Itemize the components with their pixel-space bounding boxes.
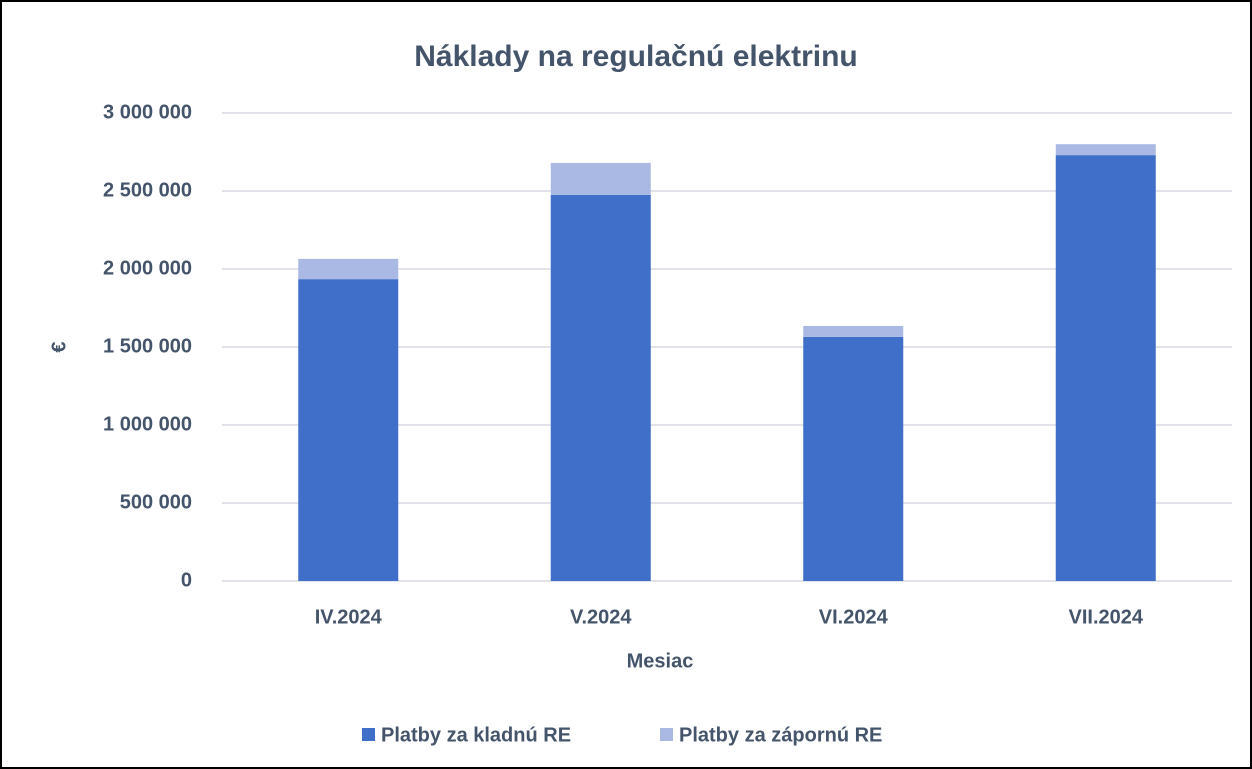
bar-segment <box>298 258 399 280</box>
bar-segment <box>1055 144 1156 156</box>
bar-segment <box>550 162 651 195</box>
chart-title: Náklady na regulačnú elektrinu <box>414 40 857 73</box>
bar-segment <box>298 279 399 581</box>
bar-segment <box>1055 155 1156 581</box>
y-tick-label: 1 000 000 <box>103 413 192 435</box>
legend-swatch <box>362 728 375 741</box>
x-axis-label: Mesiac <box>627 650 694 672</box>
y-tick-label: 0 <box>181 569 192 591</box>
y-tick-label: 1 500 000 <box>103 335 192 357</box>
x-tick-label: VI.2024 <box>819 606 889 628</box>
y-tick-label: 500 000 <box>120 491 192 513</box>
bar-segment <box>803 325 904 337</box>
x-tick-label: V.2024 <box>570 606 632 628</box>
legend-label: Platby za zápornú RE <box>679 724 882 746</box>
y-tick-label: 3 000 000 <box>103 101 192 123</box>
y-tick-label: 2 000 000 <box>103 257 192 279</box>
x-tick-label: IV.2024 <box>315 606 383 628</box>
bar-segment <box>550 194 651 581</box>
y-tick-label: 2 500 000 <box>103 179 192 201</box>
legend-label: Platby za kladnú RE <box>381 724 571 746</box>
y-axis-label: € <box>48 341 70 352</box>
legend-swatch <box>660 728 673 741</box>
x-tick-label: VII.2024 <box>1068 606 1143 628</box>
bar-segment <box>803 336 904 581</box>
